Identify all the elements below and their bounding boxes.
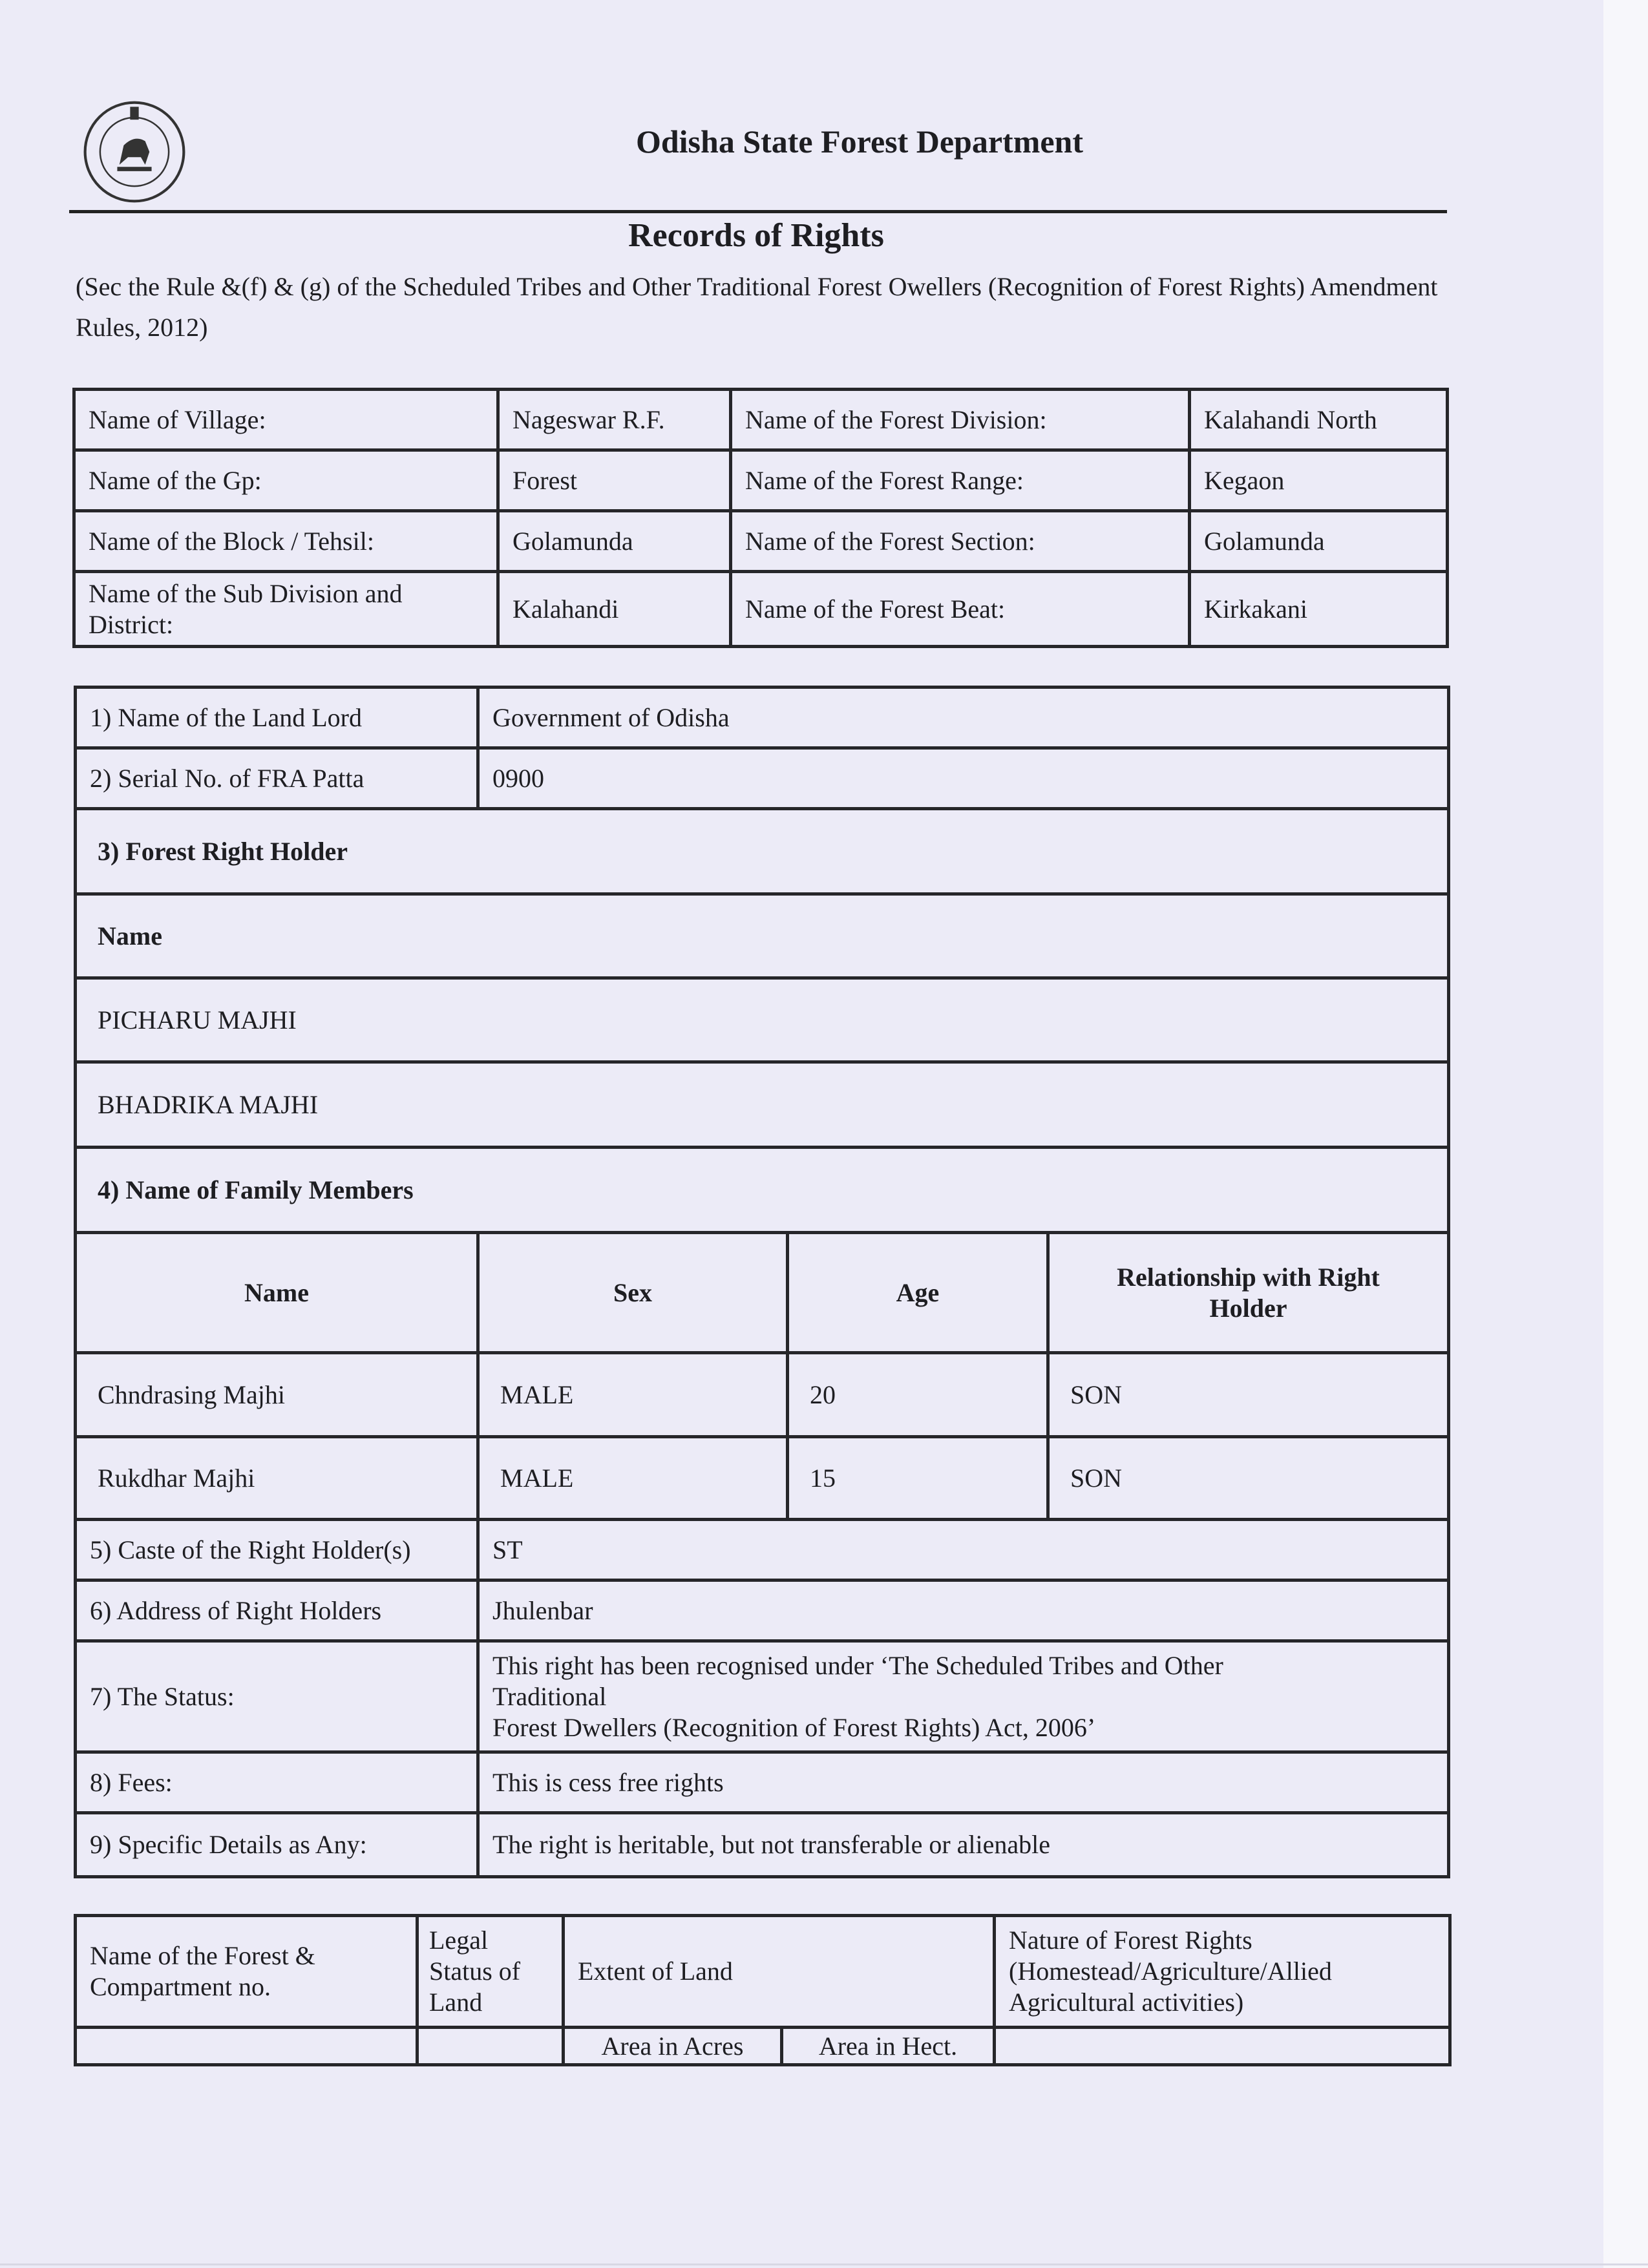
column-header: Name — [74, 1231, 480, 1354]
block-label: Name of the Block / Tehsil: — [72, 509, 500, 573]
range-label: Name of the Forest Range: — [729, 448, 1191, 512]
table-row: Rukdhar Majhi MALE 15 SON — [74, 1435, 1451, 1521]
record-table: 1) Name of the Land Lord Government of Od… — [73, 686, 1451, 1878]
block-value: Golamunda — [496, 509, 732, 573]
member-age: 15 — [786, 1435, 1050, 1521]
land-lord-label: 1) Name of the Land Lord — [74, 686, 480, 750]
page-bottom-edge — [0, 2263, 1648, 2265]
table-row: Name of the Sub Division and District: Ka… — [72, 570, 1449, 648]
holder-name: BHADRIKA MAJHI — [73, 1060, 1451, 1149]
department-title: Odisha State Forest Department — [635, 123, 1084, 160]
section-label: Name of the Forest Section: — [729, 509, 1191, 573]
area-hect-header: Area in Hect. — [779, 2026, 997, 2066]
forest-compartment-cell — [74, 2026, 419, 2066]
location-table: Name of Village: Nageswar R.F. Name of the… — [72, 388, 1449, 648]
legal-status-header: Legal Status of Land — [416, 1914, 565, 2029]
holder-name: PICHARU MAJHI — [73, 976, 1451, 1064]
section-value: Golamunda — [1188, 509, 1449, 573]
table-row: Name of Village: Nageswar R.F. Name of the… — [72, 388, 1449, 452]
member-name: Chndrasing Majhi — [74, 1351, 480, 1438]
holder-heading: 3) Forest Right Holder — [73, 807, 1451, 896]
table-row: Name of the Block / Tehsil: Golamunda Name… — [72, 509, 1449, 573]
gp-value: Forest — [496, 448, 732, 512]
details-label: 9) Specific Details as Any: — [74, 1811, 480, 1878]
gp-label: Name of the Gp: — [72, 448, 500, 512]
family-heading: 4) Name of Family Members — [73, 1146, 1451, 1234]
member-name: Rukdhar Majhi — [74, 1435, 480, 1521]
column-header: Relationship with Right Holder — [1046, 1231, 1451, 1354]
land-lord-value: Government of Odisha — [476, 686, 1451, 750]
fees-value: This is cess free rights — [476, 1750, 1451, 1814]
land-table: Name of the Forest & Compartment no. Leg… — [74, 1914, 1452, 2066]
beat-label: Name of the Forest Beat: — [729, 570, 1191, 648]
member-relationship: SON — [1046, 1351, 1451, 1438]
nature-of-rights-header: Nature of Forest Rights (Homestead/Agric… — [993, 1914, 1452, 2029]
odisha-emblem-icon — [83, 101, 185, 203]
header-rule — [69, 210, 1447, 213]
serial-label: 2) Serial No. of FRA Patta — [74, 746, 480, 810]
division-label: Name of the Forest Division: — [729, 388, 1191, 452]
member-relationship: SON — [1046, 1435, 1451, 1521]
family-header-row: Name Sex Age Relationship with Right Hol… — [74, 1231, 1451, 1354]
forest-compartment-header: Name of the Forest & Compartment no. — [74, 1914, 419, 2029]
subdivision-label: Name of the Sub Division and District: — [72, 570, 500, 648]
status-value: This right has been recognised under ‘Th… — [476, 1639, 1451, 1754]
caste-value: ST — [476, 1518, 1451, 1582]
status-line: Traditional — [492, 1681, 607, 1711]
village-value: Nageswar R.F. — [496, 388, 732, 452]
table-row: Name of the Gp: Forest Name of the Forest … — [72, 448, 1449, 512]
division-value: Kalahandi North — [1188, 388, 1449, 452]
name-heading: Name — [73, 892, 1451, 980]
page-title: Records of Rights — [628, 217, 884, 254]
extent-header: Extent of Land — [561, 1914, 997, 2029]
rule-reference: (Sec the Rule &(f) & (g) of the Schedule… — [76, 272, 1438, 342]
area-acres-header: Area in Acres — [562, 2026, 783, 2066]
address-label: 6) Address of Right Holders — [74, 1579, 480, 1643]
column-header: Age — [786, 1231, 1050, 1354]
nature-cell — [993, 2026, 1452, 2066]
fees-label: 8) Fees: — [74, 1750, 480, 1814]
beat-value: Kirkakani — [1188, 570, 1449, 648]
page-edge — [1603, 0, 1648, 2268]
legal-status-cell — [416, 2026, 565, 2066]
address-value: Jhulenbar — [476, 1579, 1451, 1643]
serial-value: 0900 — [476, 746, 1451, 810]
status-line: Forest Dwellers (Recognition of Forest R… — [492, 1712, 1096, 1742]
member-sex: MALE — [476, 1351, 789, 1438]
subdivision-value: Kalahandi — [496, 570, 732, 648]
member-sex: MALE — [476, 1435, 789, 1521]
column-header: Sex — [476, 1231, 789, 1354]
village-label: Name of Village: — [72, 388, 500, 452]
status-label: 7) The Status: — [74, 1639, 480, 1754]
table-row: Chndrasing Majhi MALE 20 SON — [74, 1351, 1451, 1438]
member-age: 20 — [786, 1351, 1050, 1438]
caste-label: 5) Caste of the Right Holder(s) — [74, 1518, 480, 1582]
details-value: The right is heritable, but not transfer… — [476, 1811, 1451, 1878]
range-value: Kegaon — [1188, 448, 1449, 512]
status-line: This right has been recognised under ‘Th… — [492, 1650, 1223, 1680]
